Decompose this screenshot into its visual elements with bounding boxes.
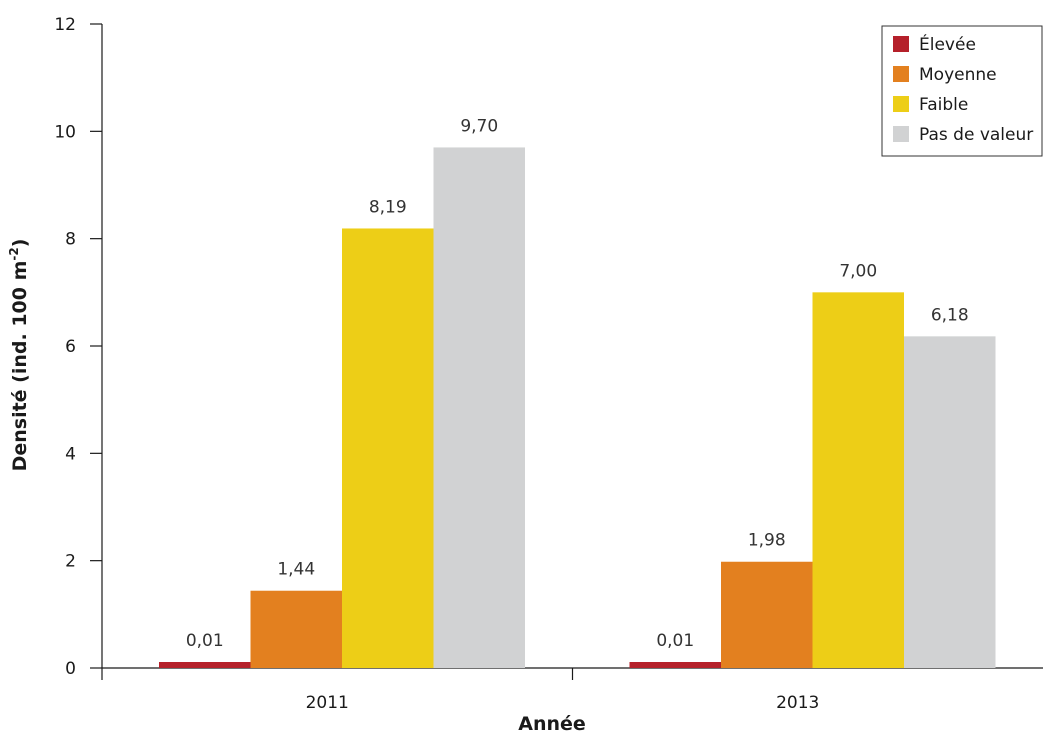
bar xyxy=(159,662,251,668)
bars xyxy=(159,147,996,668)
data-label: 9,70 xyxy=(460,116,498,136)
bar xyxy=(250,590,342,668)
bar xyxy=(721,561,813,668)
y-tick-label: 2 xyxy=(65,552,76,572)
data-label: 0,01 xyxy=(186,631,224,651)
y-tick-label: 8 xyxy=(65,230,76,250)
legend: Élevée Moyenne Faible Pas de valeur xyxy=(881,25,1043,157)
legend-label: Pas de valeur xyxy=(919,125,1033,145)
data-label: 7,00 xyxy=(839,261,877,281)
x-tick-label: 2013 xyxy=(776,693,819,713)
y-tick-label: 10 xyxy=(54,122,76,142)
y-tick-label: 0 xyxy=(65,659,76,679)
data-labels: 0,01 1,44 8,19 9,70 0,01 1,98 7,00 6,18 xyxy=(186,116,969,651)
y-axis: 0 2 4 6 8 10 12 xyxy=(54,15,103,679)
data-label: 8,19 xyxy=(369,197,407,217)
x-axis: 2011 2013 xyxy=(101,667,1043,713)
y-tick-label: 4 xyxy=(65,444,76,464)
data-label: 1,44 xyxy=(277,560,315,580)
bar xyxy=(342,228,434,668)
data-label: 6,18 xyxy=(931,305,969,325)
data-label: 1,98 xyxy=(748,531,786,551)
legend-items: Élevée Moyenne Faible Pas de valeur xyxy=(893,33,1033,145)
legend-label: Moyenne xyxy=(919,65,997,85)
data-label: 0,01 xyxy=(656,631,694,651)
legend-swatch xyxy=(893,126,909,142)
legend-label: Élevée xyxy=(919,33,976,55)
y-tick-label: 12 xyxy=(54,15,76,35)
bar xyxy=(629,662,721,668)
legend-swatch xyxy=(893,36,909,52)
bar xyxy=(904,336,996,668)
bar xyxy=(433,147,525,668)
legend-swatch xyxy=(893,66,909,82)
y-tick-label: 6 xyxy=(65,337,76,357)
legend-label: Faible xyxy=(919,95,968,115)
legend-swatch xyxy=(893,96,909,112)
x-axis-title: Année xyxy=(518,713,586,735)
bar xyxy=(812,292,904,668)
x-tick-label: 2011 xyxy=(306,693,349,713)
y-axis-title: Densité (ind. 100 m-2) xyxy=(7,239,31,472)
